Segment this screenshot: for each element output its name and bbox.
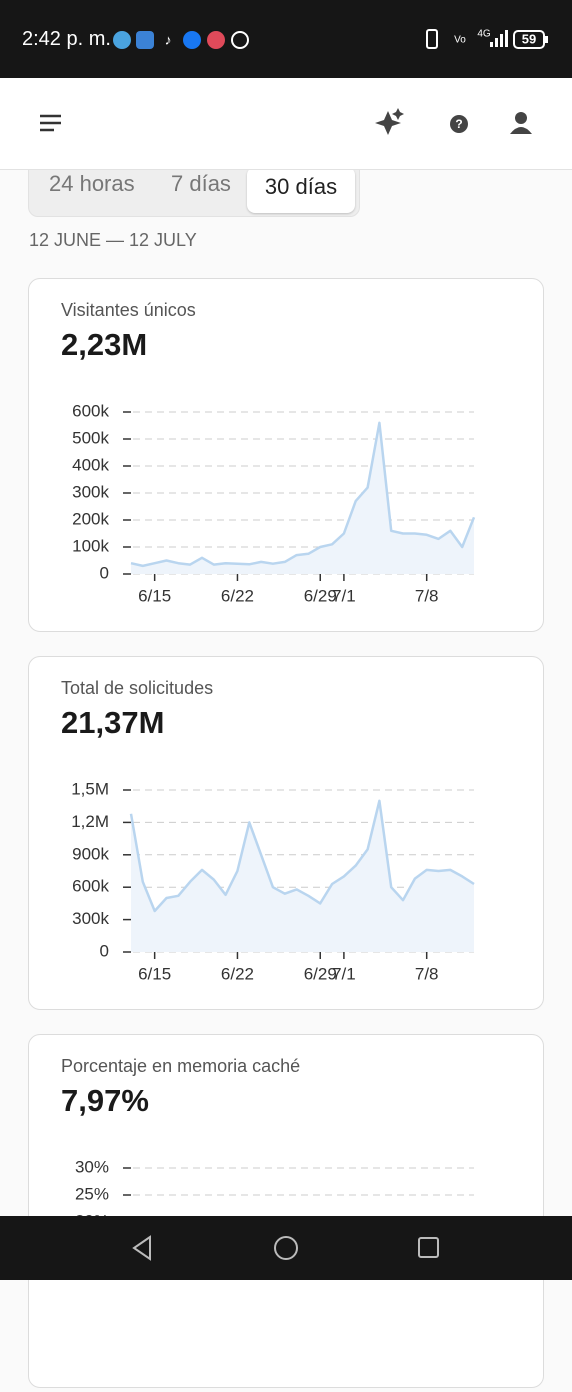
area [131, 800, 474, 952]
date-range: 12 JUNE — 12 JULY [29, 230, 197, 250]
y-tick-label: 25% [75, 1184, 109, 1203]
x-tick-label: 6/22 [221, 586, 254, 605]
clock: 2:42 p. m. [22, 28, 111, 50]
status-bar: 2:42 p. m. ♪ Vo 4G 59 [0, 0, 572, 78]
status-icons: ♪ Vo 4G 59 [113, 29, 548, 49]
chart: Visitantes únicos 2,23M 0 100k 200k 300k 400k 5… [61, 300, 476, 605]
chart: Porcentaje en memoria caché7,97%20%25%30… [61, 1056, 474, 1230]
account-button[interactable] [510, 112, 532, 134]
x-tick-label: 7/8 [415, 964, 439, 983]
svg-text:Vo: Vo [454, 35, 466, 46]
x-tick-label: 6/22 [221, 964, 254, 983]
y-tick-label: 1,5M [71, 779, 109, 798]
recents-button[interactable] [418, 1237, 439, 1258]
svg-text:?: ? [455, 117, 462, 131]
chart-card: Total de solicitudes 21,37M 0 300k 600k 900k 1… [28, 656, 544, 1010]
chart-title: Porcentaje en memoria caché [61, 1056, 300, 1076]
header-icons: ? [40, 108, 532, 135]
y-tick-label: 900k [72, 844, 109, 863]
help-button[interactable]: ? [450, 115, 468, 133]
y-tick-label: 0 [100, 563, 109, 582]
range-tab[interactable]: 7 días [171, 171, 231, 196]
line [130, 421, 476, 568]
battery-level: 59 [522, 31, 536, 46]
back-button[interactable] [132, 1235, 151, 1261]
home-button[interactable] [274, 1236, 298, 1260]
y-tick-label: 200k [72, 509, 109, 528]
y-tick-label: 100k [72, 536, 109, 555]
x-tick-label: 7/1 [332, 964, 356, 983]
y-tick-label: 300k [72, 909, 109, 928]
app-header: ? [0, 78, 572, 170]
line [129, 799, 475, 913]
menu-button[interactable] [40, 114, 61, 132]
y-tick-label: 30% [75, 1157, 109, 1176]
x-tick-label: 6/29 [304, 586, 337, 605]
chart-title: Visitantes únicos [61, 300, 196, 320]
x-tick-label: 7/1 [332, 586, 356, 605]
area [131, 422, 474, 574]
chart-card: Visitantes únicos 2,23M 0 100k 200k 300k 400k 5… [28, 278, 544, 632]
x-tick-label: 6/15 [138, 964, 171, 983]
chart: Total de solicitudes 21,37M 0 300k 600k 900k 1… [61, 678, 475, 983]
ai-button[interactable] [375, 108, 404, 135]
y-tick-label: 400k [72, 455, 109, 474]
y-tick-label: 600k [72, 877, 109, 896]
x-tick-label: 6/29 [304, 964, 337, 983]
y-tick-label: 300k [72, 482, 109, 501]
svg-text:♪: ♪ [165, 32, 172, 48]
x-tick-label: 6/15 [138, 586, 171, 605]
chart-total: 2,23M [61, 327, 147, 362]
y-tick-label: 500k [72, 428, 109, 447]
network: 4G [477, 29, 491, 40]
range-tab[interactable]: 24 horas [49, 171, 135, 196]
chart-total: 7,97% [61, 1083, 149, 1118]
chart-title: Total de solicitudes [61, 678, 213, 698]
chart-total: 21,37M [61, 705, 164, 740]
range-tab-active[interactable]: 30 días [247, 167, 355, 213]
y-tick-label: 0 [100, 941, 109, 960]
chart-card: Porcentaje en memoria caché7,97%20%25%30… [28, 1034, 544, 1388]
x-tick-label: 7/8 [415, 586, 439, 605]
nav-bar [0, 1216, 572, 1280]
y-tick-label: 1,2M [71, 812, 109, 831]
y-tick-label: 600k [72, 401, 109, 420]
